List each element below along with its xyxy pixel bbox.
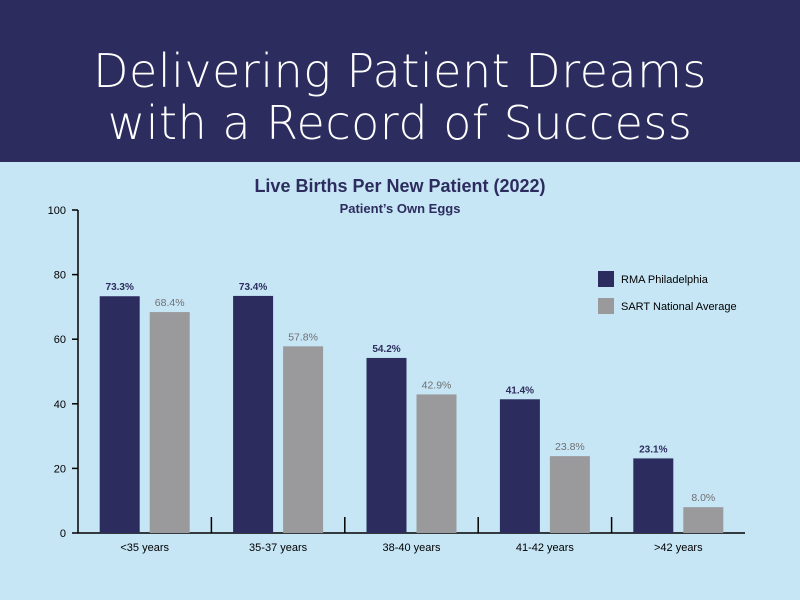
legend-swatch-rma xyxy=(598,271,614,287)
bar-sart xyxy=(549,456,590,533)
y-tick-label: 60 xyxy=(54,334,66,346)
data-label: 68.4% xyxy=(155,297,185,309)
data-label: 57.8% xyxy=(288,331,318,343)
y-tick-label: 100 xyxy=(48,205,66,217)
legend-label: SART National Average xyxy=(621,301,737,313)
bar-rma xyxy=(99,296,140,533)
bar-rma xyxy=(633,458,674,533)
chart-title: Live Births Per New Patient (2022) xyxy=(254,176,546,196)
banner-title-line2: with a Record of Success xyxy=(107,96,693,150)
x-tick-label: 41-42 years xyxy=(516,542,575,554)
bar-sart xyxy=(416,394,457,533)
y-tick-label: 40 xyxy=(54,399,66,411)
bar-rma xyxy=(366,357,407,533)
y-tick-label: 80 xyxy=(54,270,66,282)
x-tick-label: 38-40 years xyxy=(382,542,441,554)
bar-sart xyxy=(683,507,724,533)
bar-rma xyxy=(233,295,274,533)
data-label: 73.4% xyxy=(239,282,267,293)
bar-sart xyxy=(149,312,190,533)
data-label: 42.9% xyxy=(422,379,452,391)
data-label: 54.2% xyxy=(372,344,400,355)
data-label: 23.1% xyxy=(639,444,667,455)
data-label: 41.4% xyxy=(506,385,534,396)
data-label: 23.8% xyxy=(555,441,585,453)
chart-subtitle: Patient’s Own Eggs xyxy=(339,201,461,216)
x-tick-label: <35 years xyxy=(120,542,169,554)
header-banner: Delivering Patient Dreams with a Record … xyxy=(0,0,800,162)
data-label: 8.0% xyxy=(691,492,715,504)
x-tick-label: 35-37 years xyxy=(249,542,308,554)
bar-rma xyxy=(499,399,540,533)
y-tick-label: 20 xyxy=(54,463,66,475)
x-tick-label: >42 years xyxy=(654,542,703,554)
legend-label: RMA Philadelphia xyxy=(621,274,709,286)
y-tick-label: 0 xyxy=(60,528,66,540)
legend-swatch-sart xyxy=(598,298,614,314)
banner-title-line1: Delivering Patient Dreams xyxy=(93,44,707,98)
data-label: 73.3% xyxy=(106,282,134,293)
bar-sart xyxy=(283,346,324,533)
